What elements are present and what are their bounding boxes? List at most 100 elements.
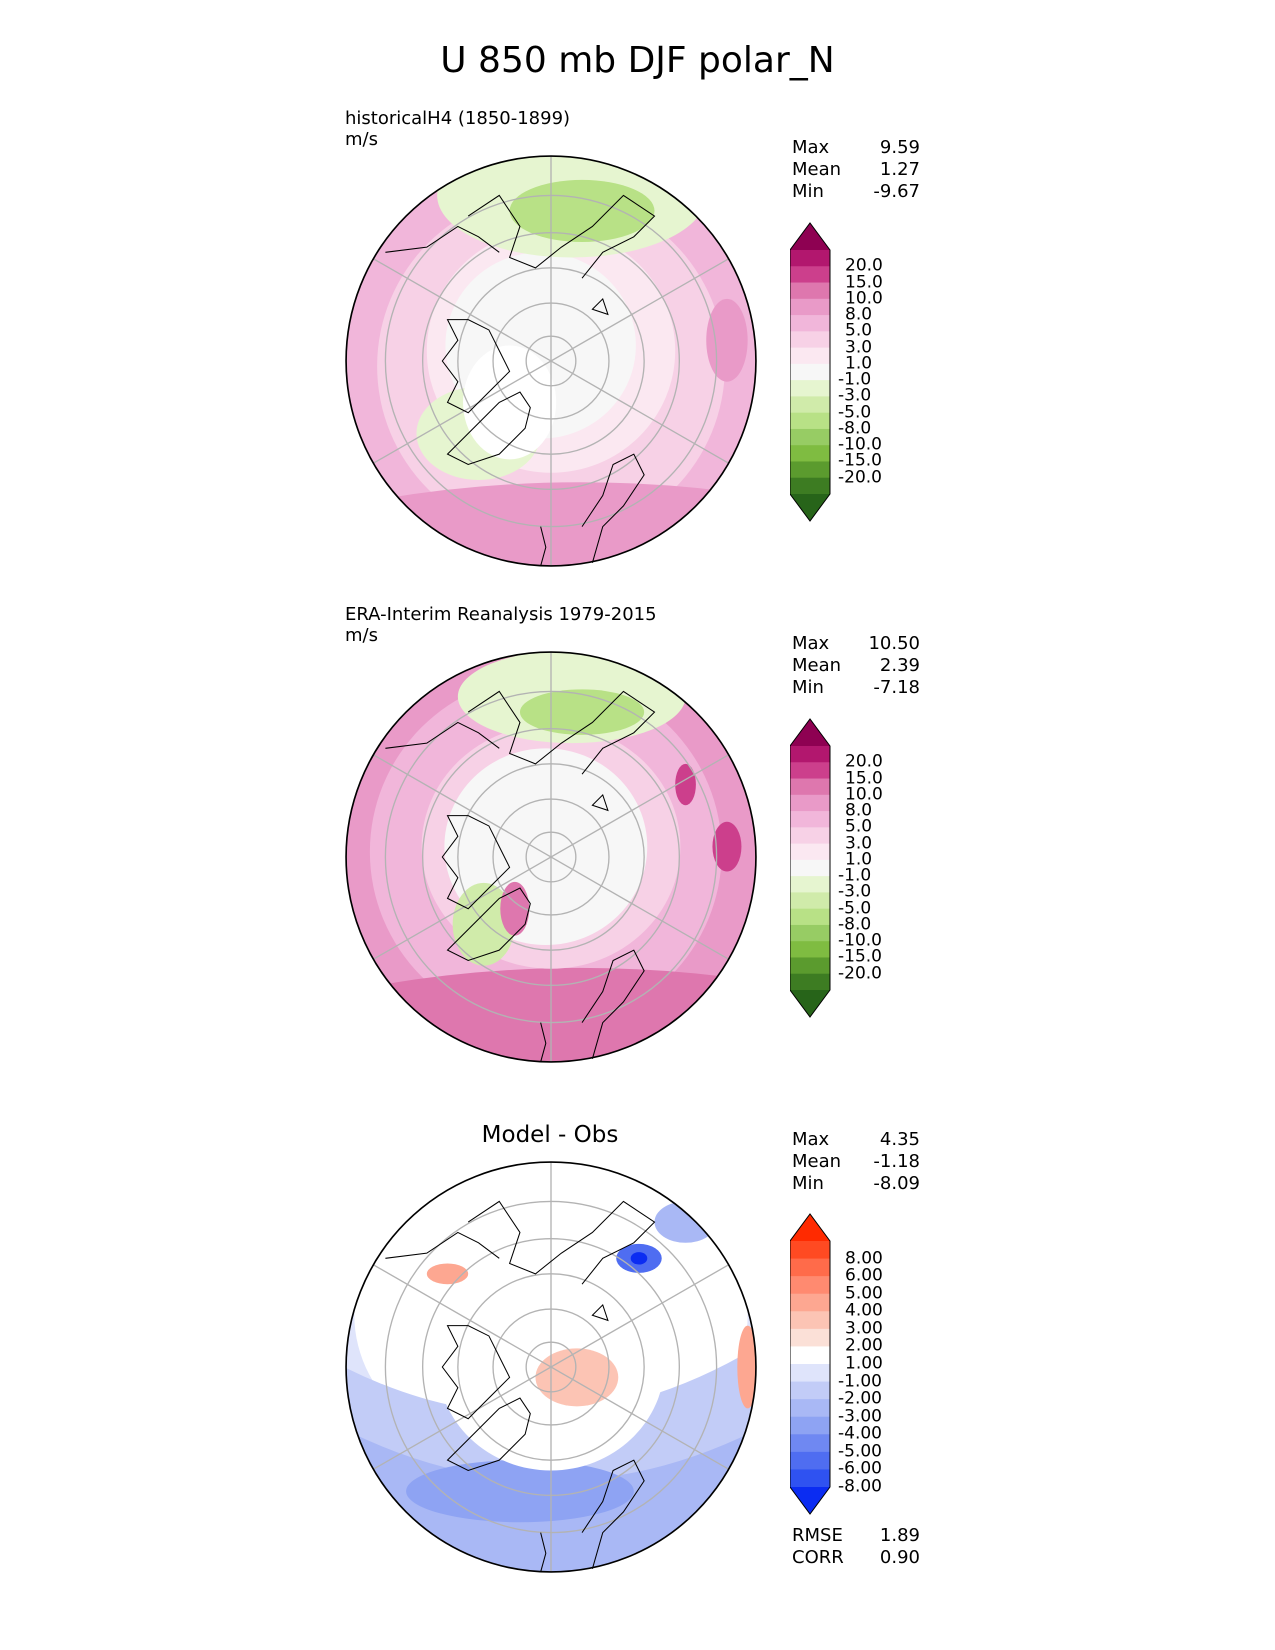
stat-label: Mean: [792, 159, 842, 180]
colorbar-tick-label: -5.0: [838, 898, 872, 919]
stat-value: 2.39: [879, 655, 920, 676]
colorbar-outline: [790, 718, 831, 1018]
diff-metrics: RMSE 1.89 CORR 0.90: [792, 1525, 920, 1569]
obs-panel-title: ERA-Interim Reanalysis 1979-2015 m/s: [345, 604, 657, 646]
obs-units: m/s: [345, 625, 378, 646]
colorbar-segment: [790, 794, 830, 812]
colorbar-segment: [790, 876, 830, 893]
colorbar-tick-label: -5.00: [838, 1441, 882, 1462]
colorbar-extend-top: [790, 719, 830, 746]
stat-value: 10.50: [868, 633, 920, 654]
colorbar-segment: [790, 250, 830, 267]
colorbar-segment: [790, 941, 830, 958]
colorbar-tick-label: -10.0: [838, 930, 882, 951]
metric-label: CORR: [792, 1547, 844, 1568]
colorbar-segment: [790, 477, 830, 495]
colorbar-segment: [790, 445, 830, 462]
metric-value: 1.89: [879, 1525, 920, 1546]
stat-label: Mean: [792, 1151, 842, 1172]
model-stats: Max 9.59 Mean 1.27 Min -9.67: [792, 137, 920, 203]
colorbar-tick-label: 4.00: [845, 1300, 883, 1321]
stat-label: Max: [792, 1129, 830, 1150]
diff-colorbar-ticks: 8.00 6.00 5.00 4.00 3.00 2.00 1.00 -1.00 -2.00 -3…: [838, 1213, 918, 1515]
colorbar-tick-label: -20.0: [838, 963, 882, 984]
colorbar-tick-label: -8.00: [838, 1476, 882, 1497]
colorbar-extend-bottom: [790, 1487, 830, 1514]
colorbar-tick-label: -3.0: [838, 881, 872, 902]
colorbar-tick-label: 20.0: [845, 751, 883, 772]
diff-map-rim: [345, 1161, 757, 1573]
colorbar-segment: [790, 1434, 830, 1453]
colorbar-segment: [790, 892, 830, 910]
colorbar-tick-label: 5.0: [845, 816, 873, 837]
colorbar-tick-label: -8.0: [838, 914, 872, 935]
colorbar-tick-label: 8.0: [845, 800, 873, 821]
colorbar-segment: [790, 363, 830, 381]
colorbar-tick-label: 8.0: [845, 304, 873, 325]
colorbar-tick-label: 3.0: [845, 833, 873, 854]
colorbar-segment: [790, 924, 830, 942]
obs-stats: Max 10.50 Mean 2.39 Min -7.18: [792, 633, 920, 699]
colorbar-segment: [790, 315, 830, 332]
colorbar-segment: [790, 1381, 830, 1400]
colorbar-segment: [790, 1311, 830, 1330]
stat-label: Min: [792, 181, 824, 202]
colorbar-segment: [790, 1276, 830, 1295]
colorbar-tick-label: -15.0: [838, 946, 882, 967]
colorbar-tick-label: 1.0: [845, 849, 873, 870]
figure-title: U 850 mb DJF polar_N: [440, 40, 835, 81]
colorbar-tick-label: 1.0: [845, 353, 873, 374]
colorbar-tick-label: -10.0: [838, 434, 882, 455]
obs-label: ERA-Interim Reanalysis 1979-2015: [345, 604, 657, 625]
colorbar-segment: [790, 331, 830, 349]
diff-coastlines: [385, 1200, 656, 1573]
colorbar-tick-label: 5.00: [845, 1283, 883, 1304]
model-polar-map: [345, 155, 757, 567]
colorbar-tick-label: 6.00: [845, 1265, 883, 1286]
stat-label: Min: [792, 677, 824, 698]
colorbar-segment: [790, 282, 830, 300]
obs-colorbar: [790, 718, 831, 1018]
colorbar-segment: [790, 396, 830, 414]
colorbar-segment: [790, 1346, 830, 1365]
metric-value: 0.90: [879, 1547, 920, 1568]
colorbar-segment: [790, 811, 830, 828]
colorbar-segment: [790, 859, 830, 877]
colorbar-outline: [790, 222, 831, 522]
colorbar-segment: [790, 412, 830, 430]
colorbar-tick-label: 1.00: [845, 1353, 883, 1374]
colorbar-segment: [790, 266, 830, 284]
colorbar-extend-top: [790, 1214, 830, 1241]
colorbar-tick-label: -5.0: [838, 402, 872, 423]
colorbar-tick-label: -1.0: [838, 369, 872, 390]
colorbar-tick-label: 10.0: [845, 288, 883, 309]
colorbar-segment: [790, 298, 830, 316]
colorbar-tick-label: -3.00: [838, 1406, 882, 1427]
colorbar-segment: [790, 827, 830, 845]
diff-stats: Max 4.35 Mean -1.18 Min -8.09: [792, 1129, 920, 1195]
model-label: historicalH4 (1850-1899): [345, 108, 571, 129]
colorbar-segment: [790, 762, 830, 780]
colorbar-tick-label: -2.00: [838, 1388, 882, 1409]
stat-label: Max: [792, 137, 830, 158]
colorbar-tick-label: -3.0: [838, 385, 872, 406]
colorbar-tick-label: -6.00: [838, 1458, 882, 1479]
colorbar-tick-label: 3.0: [845, 337, 873, 358]
stat-value: -7.18: [873, 677, 920, 698]
model-map-rim: [345, 155, 757, 567]
colorbar-segment: [790, 1364, 830, 1383]
model-gridlines: [372, 156, 730, 566]
colorbar-tick-label: 20.0: [845, 255, 883, 276]
colorbar-segment: [790, 843, 830, 861]
obs-gridlines: [372, 652, 730, 1062]
stat-value: 4.35: [879, 1129, 920, 1150]
colorbar-tick-label: 10.0: [845, 784, 883, 805]
colorbar-tick-label: -8.0: [838, 418, 872, 439]
colorbar-segment: [790, 1399, 830, 1418]
colorbar-segment: [790, 778, 830, 796]
colorbar-tick-label: -4.00: [838, 1423, 882, 1444]
colorbar-segment: [790, 347, 830, 365]
colorbar-tick-label: 3.00: [845, 1318, 883, 1339]
colorbar-extend-bottom: [790, 990, 830, 1017]
stat-label: Max: [792, 633, 830, 654]
